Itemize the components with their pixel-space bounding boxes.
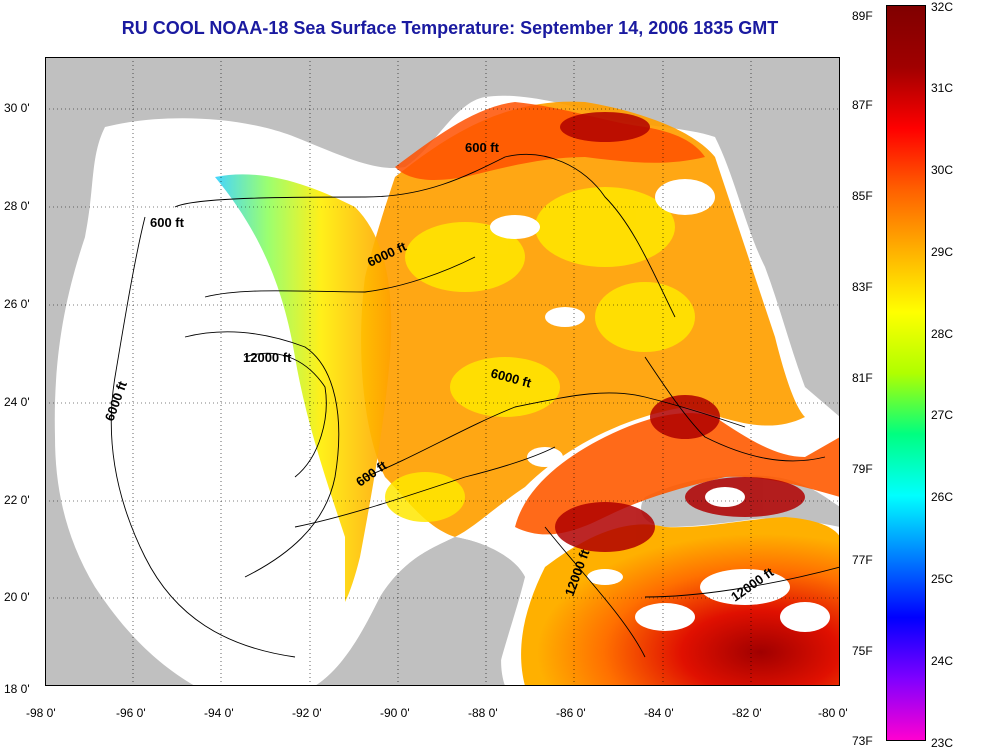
- celsius-tick-label: 31C: [931, 81, 954, 95]
- fahrenheit-tick-label: 75F: [852, 644, 873, 658]
- temperature-colorbar: [886, 5, 926, 741]
- lat-tick-label: 18 0': [4, 682, 30, 696]
- lat-tick-label: 26 0': [4, 297, 30, 311]
- celsius-tick-label: 30C: [931, 163, 954, 177]
- lat-tick-label: 28 0': [4, 199, 30, 213]
- lon-tick-label: -88 0': [468, 706, 498, 720]
- lat-tick-label: 24 0': [4, 395, 30, 409]
- celsius-tick-label: 28C: [931, 327, 954, 341]
- lon-tick-label: -84 0': [644, 706, 674, 720]
- fahrenheit-tick-label: 81F: [852, 371, 873, 385]
- lon-tick-label: -98 0': [26, 706, 56, 720]
- map-border: [45, 57, 840, 686]
- contour-label: 12000 ft: [243, 350, 292, 365]
- sst-map[interactable]: 600 ft 600 ft 6000 ft 12000 ft 6000 ft 6…: [45, 57, 840, 686]
- celsius-tick-label: 24C: [931, 654, 954, 668]
- fahrenheit-tick-label: 89F: [852, 9, 873, 23]
- lon-tick-label: -90 0': [380, 706, 410, 720]
- map-title: RU COOL NOAA-18 Sea Surface Temperature:…: [121, 18, 779, 38]
- lon-tick-label: -82 0': [732, 706, 762, 720]
- florida-land: [737, 117, 833, 357]
- lat-tick-label: 22 0': [4, 493, 30, 507]
- lon-tick-label: -92 0': [292, 706, 322, 720]
- celsius-tick-label: 27C: [931, 408, 954, 422]
- celsius-tick-label: 29C: [931, 245, 954, 259]
- mexico-land: [315, 537, 525, 686]
- lon-tick-label: -80 0': [818, 706, 848, 720]
- fahrenheit-tick-label: 83F: [852, 280, 873, 294]
- sst-warm-region: [521, 517, 840, 686]
- contour-label: 600 ft: [465, 140, 500, 155]
- cloud-gaps: [490, 179, 830, 632]
- fahrenheit-tick-label: 85F: [852, 189, 873, 203]
- fahrenheit-tick-label: 73F: [852, 734, 873, 748]
- celsius-tick-label: 23C: [931, 736, 954, 750]
- fahrenheit-tick-label: 77F: [852, 553, 873, 567]
- celsius-tick-label: 25C: [931, 572, 954, 586]
- lon-tick-label: -86 0': [556, 706, 586, 720]
- lat-tick-label: 30 0': [4, 101, 30, 115]
- sst-northern-band: [395, 102, 705, 180]
- lon-tick-label: -94 0': [204, 706, 234, 720]
- sst-west-band: [215, 174, 392, 602]
- graticule: [45, 57, 840, 686]
- celsius-tick-label: 32C: [931, 0, 954, 14]
- contour-label: 600 ft: [150, 215, 185, 230]
- fahrenheit-tick-label: 87F: [852, 98, 873, 112]
- celsius-tick-label: 26C: [931, 490, 954, 504]
- fahrenheit-tick-label: 79F: [852, 462, 873, 476]
- lon-tick-label: -96 0': [116, 706, 146, 720]
- bathymetry-contours: [110, 153, 840, 658]
- lat-tick-label: 20 0': [4, 590, 30, 604]
